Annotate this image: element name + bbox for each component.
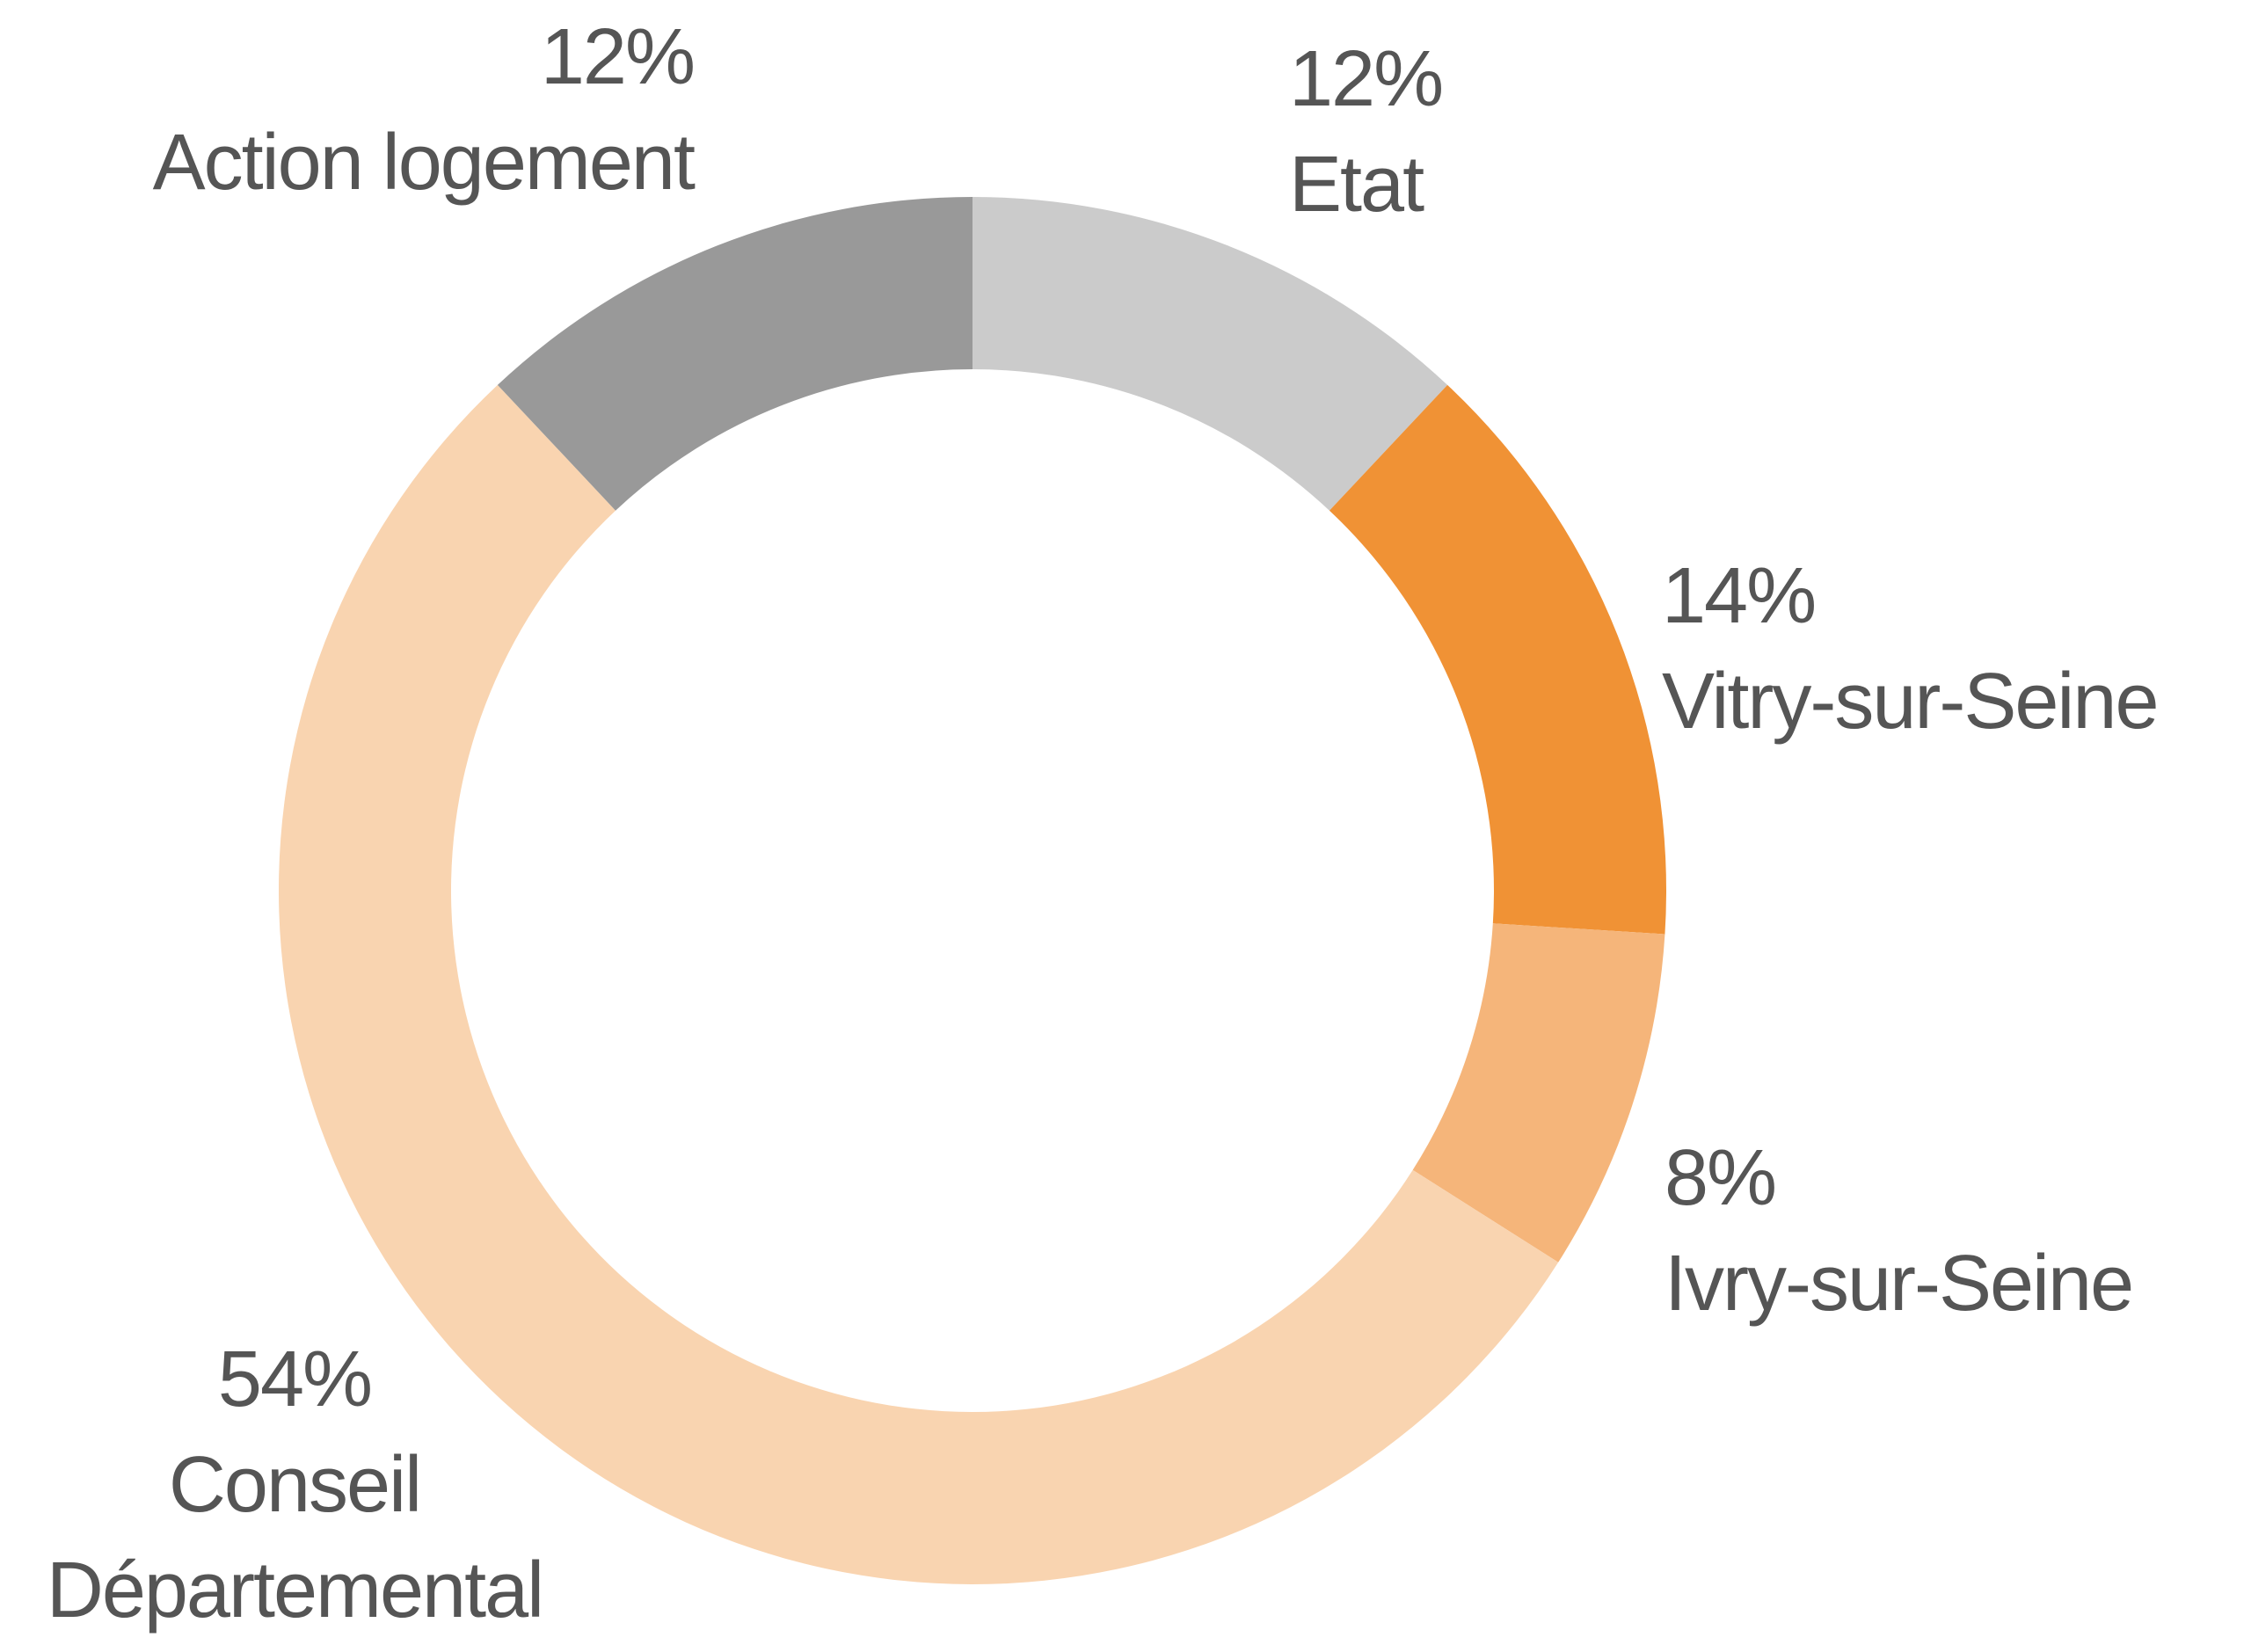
donut-slice xyxy=(973,197,1448,511)
category-label: Etat xyxy=(1289,141,1424,229)
slice-label: 8% Ivry-sur-Seine xyxy=(1665,1125,2134,1336)
donut-slice xyxy=(497,197,973,511)
donut-slice xyxy=(1329,384,1666,935)
donut-slice xyxy=(278,384,1559,1584)
value-label: 54% xyxy=(217,1335,373,1423)
category-label: Ivry-sur-Seine xyxy=(1665,1240,2134,1328)
value-label: 14% xyxy=(1662,552,1817,640)
slice-label: 12% Etat xyxy=(1289,26,1444,237)
slice-label: 14% Vitry-sur-Seine xyxy=(1662,543,2160,754)
value-label: 12% xyxy=(1289,35,1444,123)
slice-label: 12% Action logement xyxy=(152,4,696,215)
slice-label: 54% Conseil Départemental xyxy=(13,1327,576,1643)
value-label: 12% xyxy=(540,13,696,101)
category-label: Action logement xyxy=(152,119,696,207)
category-label: Conseil Départemental xyxy=(46,1441,544,1634)
value-label: 8% xyxy=(1665,1134,1777,1222)
donut-slice xyxy=(1412,923,1665,1263)
category-label: Vitry-sur-Seine xyxy=(1662,658,2160,746)
